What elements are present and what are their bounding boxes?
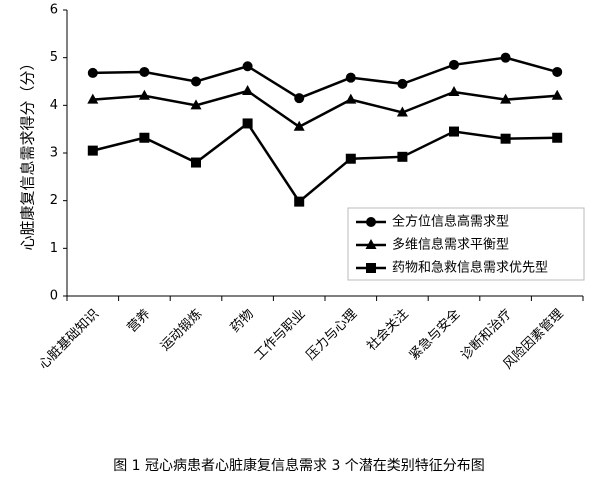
y-tick-label: 1 <box>50 241 58 256</box>
x-tick-label: 心脏基础知识 <box>36 306 102 372</box>
legend-marker <box>365 239 377 249</box>
legend-marker <box>366 263 376 273</box>
legend-marker <box>366 217 376 227</box>
point <box>500 93 512 104</box>
point <box>345 153 356 164</box>
point <box>87 93 99 104</box>
point <box>500 133 511 144</box>
y-tick-label: 4 <box>50 98 58 113</box>
point <box>552 132 563 143</box>
series-line <box>92 121 558 204</box>
y-tick-label: 5 <box>50 50 58 65</box>
point <box>449 126 459 137</box>
point <box>138 89 150 100</box>
point <box>552 66 563 77</box>
x-tick-label: 紧急与安全 <box>406 306 463 363</box>
point <box>191 157 201 168</box>
point <box>345 93 357 104</box>
point <box>242 118 253 129</box>
series-line <box>92 89 558 129</box>
point <box>500 52 511 63</box>
point <box>448 85 460 96</box>
point <box>294 196 305 207</box>
point <box>397 78 408 89</box>
point <box>139 66 150 77</box>
point <box>87 145 98 156</box>
x-tick-label: 药物 <box>228 307 257 336</box>
x-tick-label: 工作与职业 <box>252 307 309 364</box>
point <box>139 132 150 143</box>
point <box>242 85 254 96</box>
y-tick-label: 6 <box>50 3 58 18</box>
x-tick-label: 营养 <box>124 306 154 336</box>
point <box>396 106 408 117</box>
y-tick-label: 2 <box>50 193 58 208</box>
y-tick-label: 3 <box>50 146 58 161</box>
x-tick-label: 运动锻炼 <box>158 307 205 354</box>
legend-label: 全方位信息高需求型 <box>392 214 509 230</box>
y-axis-label: 心脏康复信息需求得分（分） <box>19 55 37 250</box>
legend-box <box>347 207 585 281</box>
series-line <box>92 56 558 100</box>
point <box>87 67 98 78</box>
x-tick-label: 压力与心理 <box>304 307 361 364</box>
x-tick-label: 社会关注 <box>364 306 412 354</box>
point <box>190 99 202 110</box>
caption: 图 1 冠心病患者心脏康复信息需求 3 个潜在类别特征分布图 <box>113 457 485 474</box>
legend-label: 多维信息需求平衡型 <box>392 237 509 253</box>
point <box>191 76 201 87</box>
point <box>551 89 563 100</box>
point <box>397 151 408 162</box>
point <box>449 59 459 70</box>
legend-label: 药物和急救信息需求优先型 <box>392 260 548 276</box>
point <box>242 61 253 72</box>
point <box>345 72 356 83</box>
point <box>294 93 305 104</box>
y-tick-label: 0 <box>50 289 58 304</box>
point <box>293 120 305 131</box>
